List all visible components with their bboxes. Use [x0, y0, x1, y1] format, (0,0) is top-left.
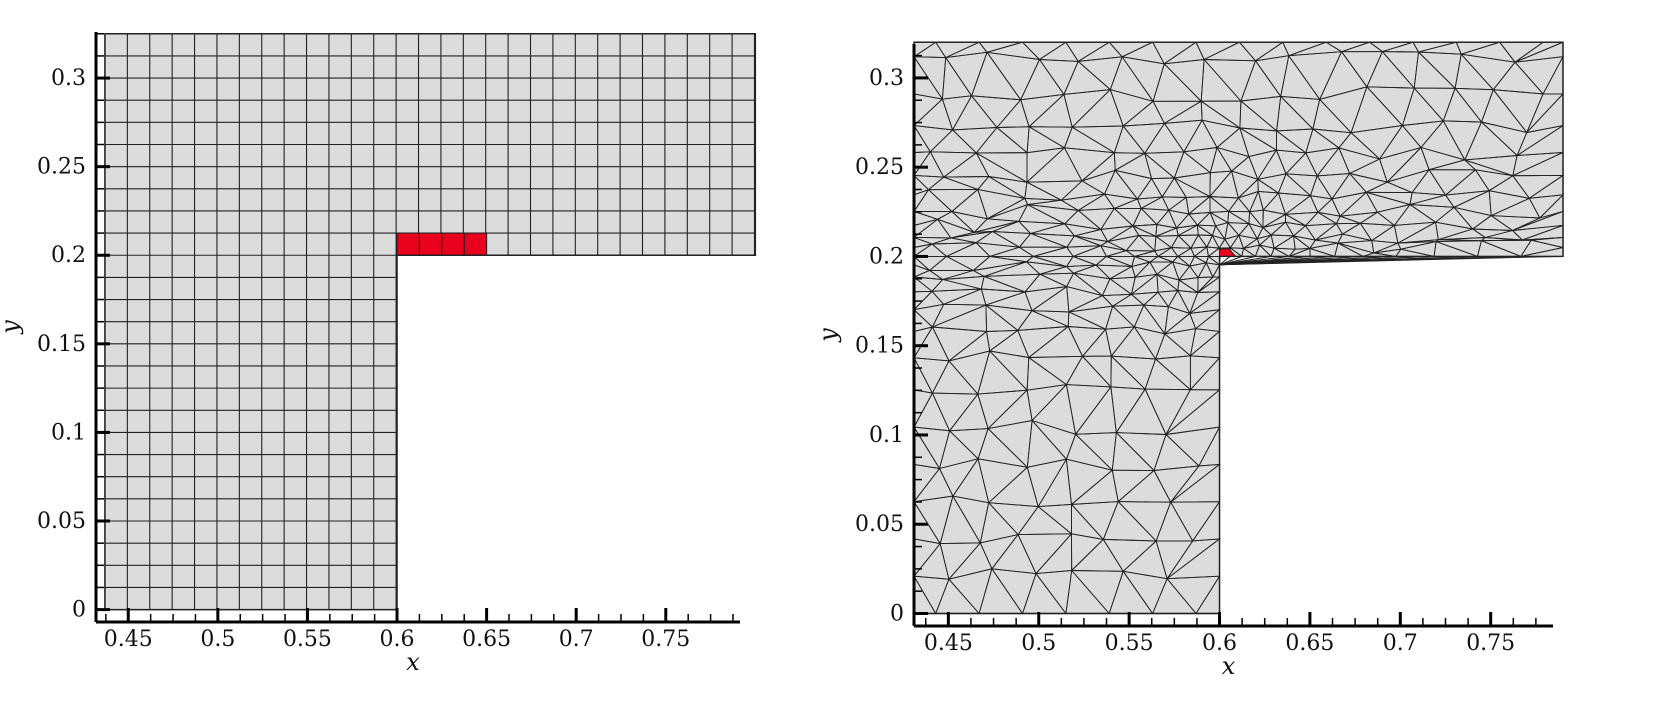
mesh-triangles [912, 41, 1565, 615]
x-tick-label: 0.55 [283, 627, 332, 652]
x-tick-label: 0.75 [641, 627, 690, 652]
x-tick-label: 0.5 [200, 627, 235, 652]
x-tick-label: 0.75 [1466, 631, 1515, 656]
x-tick-label: 0.6 [380, 627, 415, 652]
x-axis-label: x [1222, 652, 1236, 680]
x-tick-label: 0.45 [924, 631, 973, 656]
x-tick-label: 0.7 [1383, 631, 1418, 656]
x-tick-label: 0.7 [559, 627, 594, 652]
y-tick-label: 0.2 [51, 243, 86, 268]
mesh-grid-lines [104, 33, 756, 611]
x-tick-label: 0.65 [1285, 631, 1334, 656]
y-tick-label: 0.05 [37, 509, 86, 534]
y-tick-label: 0.3 [51, 66, 86, 91]
y-tick-label: 0.1 [869, 423, 904, 448]
x-tick-label: 0.65 [462, 627, 511, 652]
highlighted-cell [463, 232, 488, 256]
x-tick-label: 0.45 [104, 627, 153, 652]
highlighted-cell [418, 232, 443, 256]
unstructured-mesh-panel: 0.45 0.5 0.55 0.6 0.65 0.7 0.75 0 0.05 0.1 0.15 0.2… [814, 41, 1565, 680]
y-tick-label: 0 [890, 602, 904, 627]
y-tick-label: 0.1 [51, 420, 86, 445]
x-tick-label: 0.5 [1021, 631, 1056, 656]
y-axis-label: y [814, 328, 842, 343]
y-tick-label: 0.15 [855, 334, 904, 359]
x-tick-label: 0.55 [1105, 631, 1154, 656]
structured-mesh-panel: 0.45 0.5 0.55 0.6 0.65 0.7 0.75 0 0.05 0.1 0.15 0.2… [0, 32, 757, 676]
y-tick-label: 0.25 [855, 155, 904, 180]
x-tick-label: 0.6 [1202, 631, 1237, 656]
y-tick-label: 0 [72, 598, 86, 623]
highlighted-cell [396, 232, 420, 256]
y-axis-label: y [0, 320, 24, 335]
y-tick-label: 0.05 [855, 512, 904, 537]
y-tick-label: 0.25 [37, 155, 86, 180]
highlighted-cell [441, 232, 465, 256]
x-axis-label: x [406, 648, 420, 676]
y-tick-label: 0.3 [869, 66, 904, 91]
y-tick-label: 0.15 [37, 332, 86, 357]
y-tick-label: 0.2 [869, 244, 904, 269]
